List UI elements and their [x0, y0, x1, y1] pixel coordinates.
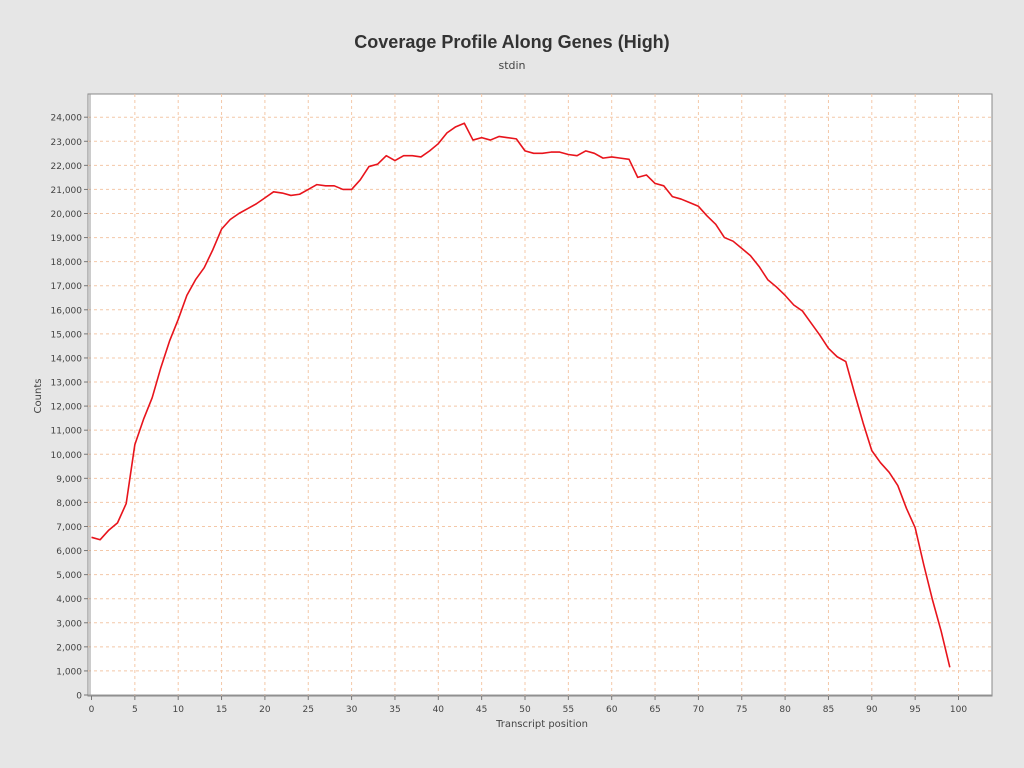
- y-tick-label: 19,000: [51, 234, 83, 244]
- x-axis-label: Transcript position: [495, 719, 588, 730]
- y-tick-label: 16,000: [51, 306, 83, 316]
- x-tick-label: 50: [519, 705, 531, 715]
- y-tick-label: 6,000: [56, 547, 82, 557]
- y-tick-label: 17,000: [51, 282, 83, 292]
- x-tick-label: 55: [563, 705, 574, 715]
- x-tick-label: 20: [259, 705, 271, 715]
- y-tick-label: 8,000: [56, 499, 82, 509]
- y-tick-label: 5,000: [56, 571, 82, 581]
- x-tick-label: 25: [303, 705, 314, 715]
- x-tick-label: 90: [866, 705, 878, 715]
- x-tick-label: 5: [132, 705, 138, 715]
- y-tick-label: 23,000: [51, 138, 83, 148]
- axes: 0 1,000 2,000 3,000 4,000 5,000 6,000 7,000 8,00…: [51, 94, 992, 715]
- y-tick-label: 4,000: [56, 595, 82, 605]
- series-line: [91, 122, 951, 668]
- y-tick-label: 24,000: [51, 114, 83, 124]
- y-tick-label: 7,000: [56, 523, 82, 533]
- y-tick-label: 3,000: [56, 619, 82, 629]
- plot-area: [87, 93, 993, 697]
- series-layer: [91, 122, 951, 668]
- y-tick-label: 15,000: [51, 330, 83, 340]
- y-tick-label: 22,000: [51, 162, 83, 172]
- x-tick-label: 15: [216, 705, 227, 715]
- y-tick-label: 10,000: [51, 451, 83, 461]
- x-tick-label: 95: [909, 705, 920, 715]
- y-tick-label: 20,000: [51, 210, 83, 220]
- chart-title: Coverage Profile Along Genes (High): [354, 32, 669, 52]
- y-axis-label: Counts: [33, 379, 44, 414]
- y-tick-label: 13,000: [51, 379, 83, 389]
- x-tick-label: 35: [389, 705, 400, 715]
- y-tick-label: 11,000: [51, 427, 83, 437]
- y-tick-label: 21,000: [51, 186, 83, 196]
- x-tick-label: 100: [950, 705, 967, 715]
- y-tick-label: 18,000: [51, 258, 83, 268]
- y-tick-label: 9,000: [56, 475, 82, 485]
- x-tick-label: 60: [606, 705, 618, 715]
- y-tick-label: 14,000: [51, 354, 83, 364]
- x-tick-label: 75: [736, 705, 747, 715]
- x-tick-label: 85: [823, 705, 834, 715]
- x-tick-label: 40: [433, 705, 445, 715]
- x-tick-label: 0: [89, 705, 95, 715]
- x-tick-label: 30: [346, 705, 358, 715]
- x-tick-label: 10: [172, 705, 184, 715]
- y-tick-label: 12,000: [51, 403, 83, 413]
- x-tick-label: 80: [779, 705, 791, 715]
- x-tick-label: 70: [693, 705, 705, 715]
- y-tick-label: 2,000: [56, 643, 82, 653]
- x-tick-label: 45: [476, 705, 487, 715]
- x-tick-label: 65: [649, 705, 660, 715]
- chart-subtitle: stdin: [498, 59, 525, 72]
- grid-lines: [88, 94, 992, 696]
- y-tick-label: 0: [76, 692, 82, 702]
- y-tick-label: 1,000: [56, 667, 82, 677]
